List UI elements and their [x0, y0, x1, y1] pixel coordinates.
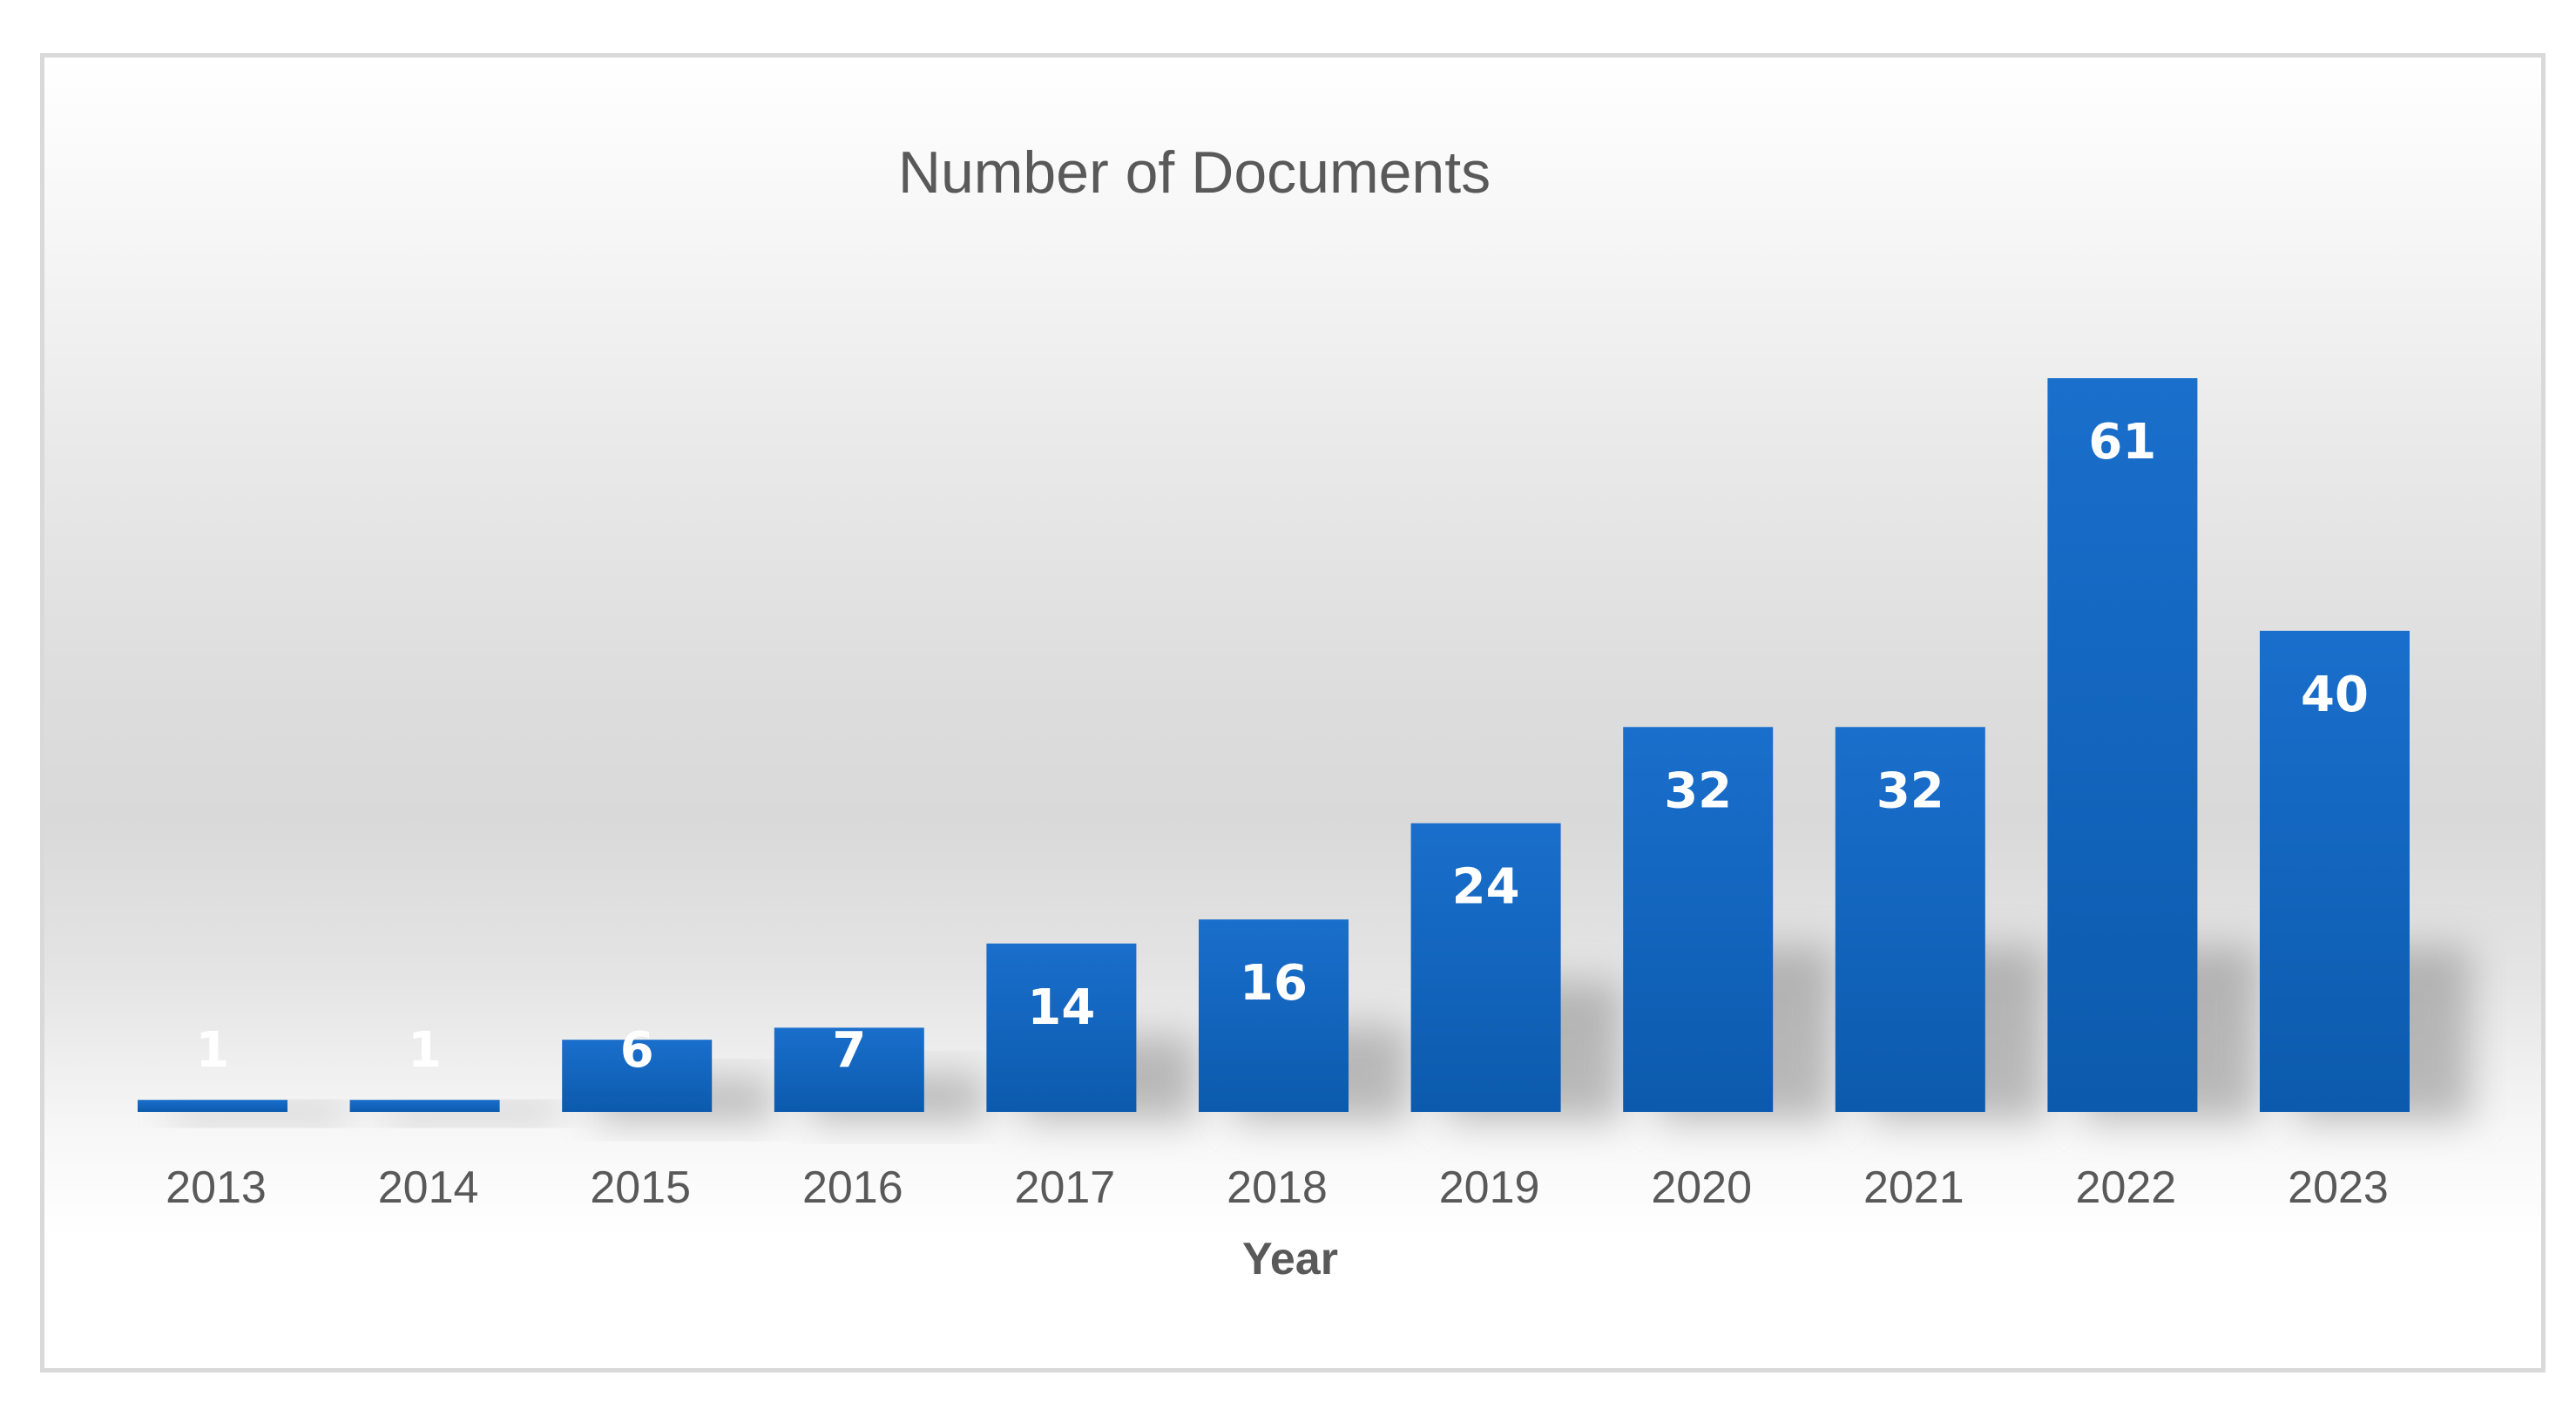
chart-title: Number of Documents [898, 139, 1491, 206]
data-label-2016: 7 [832, 1022, 866, 1079]
bar-2020 [1623, 727, 1774, 1112]
x-tick-labels-group: 2013 2014 2015 2016 2017 2018 2019 2020 2021 2022… [166, 1162, 2389, 1213]
bar-2019 [1410, 823, 1561, 1112]
x-tick-label-2021: 2021 [1863, 1162, 1964, 1213]
x-tick-label-2019: 2019 [1439, 1162, 1540, 1213]
bars-group [138, 378, 2410, 1112]
data-label-2015: 6 [620, 1022, 654, 1079]
bar-2022 [2047, 378, 2198, 1112]
data-label-2021: 32 [1876, 762, 1944, 819]
x-tick-label-2023: 2023 [2288, 1162, 2389, 1213]
x-tick-label-2013: 2013 [166, 1162, 267, 1213]
bar-2017 [986, 943, 1137, 1112]
x-tick-label-2014: 2014 [378, 1162, 479, 1213]
chart-frame: Number of Documents 1 1 6 7 14 16 24 32 32 61 40 2… [40, 53, 2546, 1372]
data-label-2019: 24 [1452, 859, 1520, 916]
data-label-2022: 61 [2088, 414, 2156, 471]
x-tick-label-2015: 2015 [590, 1162, 691, 1213]
x-axis-title: Year [1242, 1234, 1338, 1284]
x-tick-label-2016: 2016 [802, 1162, 903, 1213]
bar-2021 [1835, 727, 1985, 1112]
data-label-2014: 1 [408, 1022, 442, 1079]
x-tick-label-2022: 2022 [2076, 1162, 2177, 1213]
data-label-2013: 1 [196, 1022, 230, 1079]
data-label-2017: 14 [1027, 979, 1095, 1036]
bar-2023 [2260, 630, 2410, 1112]
bar-2014 [349, 1100, 500, 1112]
x-tick-label-2017: 2017 [1015, 1162, 1116, 1213]
x-tick-label-2020: 2020 [1651, 1162, 1752, 1213]
bar-2018 [1199, 919, 1349, 1112]
bar-2013 [138, 1100, 287, 1112]
data-label-2023: 40 [2301, 667, 2369, 723]
bar-2015 [562, 1040, 713, 1112]
bar-2016 [774, 1027, 924, 1112]
data-label-2018: 16 [1240, 955, 1308, 1012]
data-label-2020: 32 [1664, 762, 1732, 819]
x-tick-label-2018: 2018 [1227, 1162, 1328, 1213]
